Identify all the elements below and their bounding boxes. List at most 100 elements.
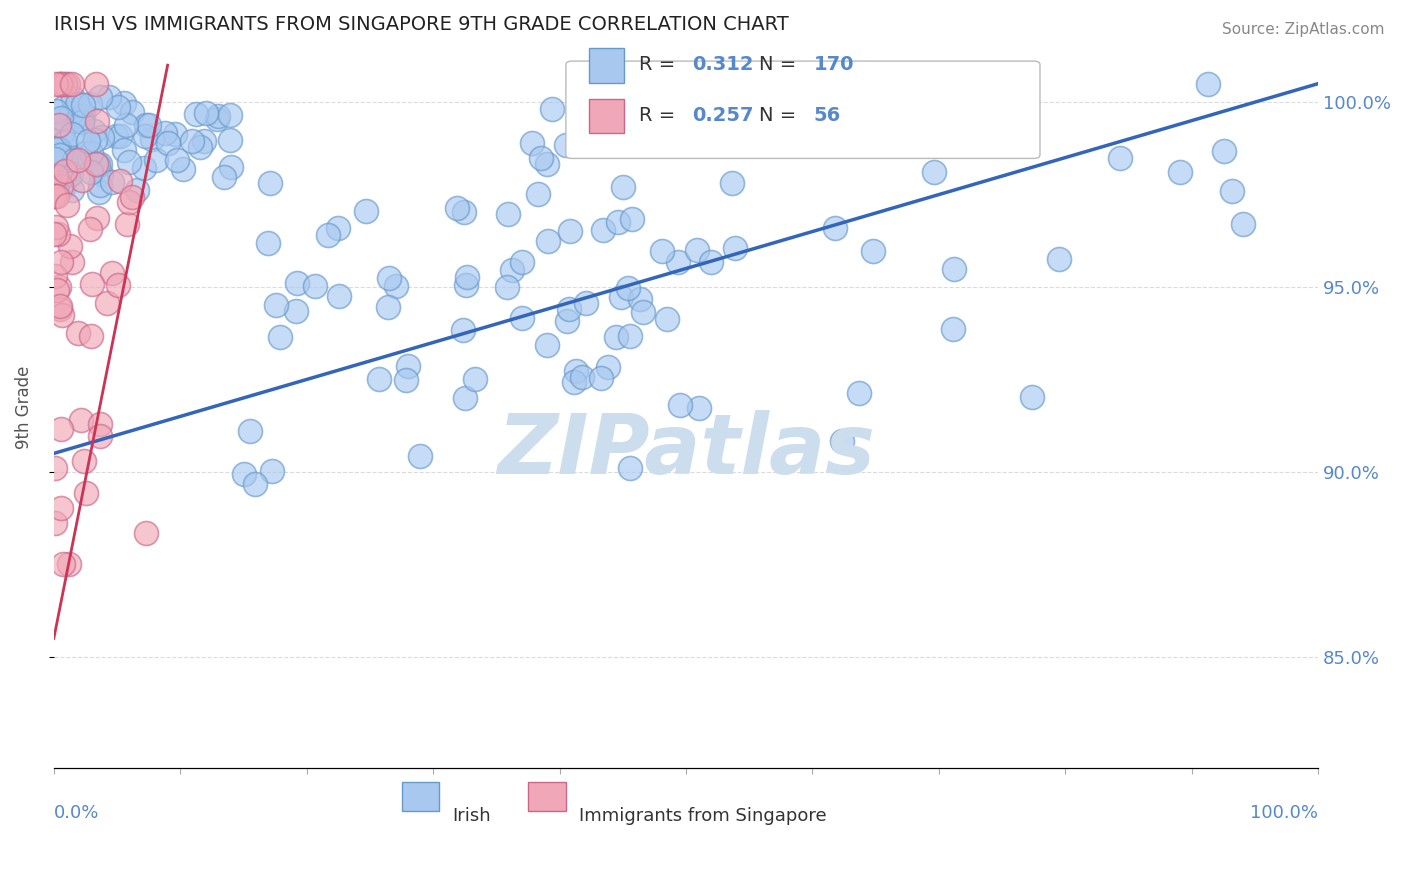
Point bbox=[86, 114, 108, 128]
Point bbox=[118, 194, 141, 209]
Point bbox=[530, 152, 553, 166]
Point bbox=[55, 153, 77, 168]
Point bbox=[101, 175, 124, 189]
Point bbox=[156, 136, 179, 150]
Point bbox=[62, 153, 84, 168]
Y-axis label: 9th Grade: 9th Grade bbox=[15, 366, 32, 449]
Point bbox=[1021, 390, 1043, 404]
Text: Immigrants from Singapore: Immigrants from Singapore bbox=[578, 807, 827, 825]
Point bbox=[166, 153, 188, 167]
Point bbox=[134, 525, 156, 540]
Point bbox=[606, 214, 628, 228]
Point bbox=[141, 132, 163, 146]
Point bbox=[848, 386, 870, 401]
Point bbox=[1197, 77, 1219, 91]
Point bbox=[285, 276, 308, 290]
Text: N =: N = bbox=[759, 105, 803, 125]
Point bbox=[562, 375, 585, 389]
Point bbox=[188, 140, 211, 154]
Point bbox=[134, 161, 156, 175]
Point bbox=[621, 212, 644, 227]
Point bbox=[44, 268, 66, 283]
Point bbox=[688, 401, 710, 416]
Point bbox=[60, 106, 83, 120]
Point bbox=[46, 283, 69, 297]
Point bbox=[107, 100, 129, 114]
Point bbox=[53, 178, 76, 193]
Point bbox=[45, 169, 67, 183]
Point bbox=[60, 167, 83, 181]
Point bbox=[172, 162, 194, 177]
Point bbox=[44, 460, 66, 475]
Point bbox=[49, 501, 72, 516]
Point bbox=[207, 109, 229, 123]
Point bbox=[45, 103, 67, 118]
Point bbox=[127, 183, 149, 197]
Point bbox=[42, 227, 65, 241]
Point bbox=[316, 227, 339, 242]
Point bbox=[44, 152, 66, 166]
Point bbox=[134, 129, 156, 144]
Point bbox=[114, 118, 136, 132]
Point bbox=[184, 107, 207, 121]
Point bbox=[617, 281, 640, 295]
Point bbox=[153, 126, 176, 140]
Text: 0.0%: 0.0% bbox=[53, 804, 100, 822]
Point bbox=[44, 516, 66, 531]
Point bbox=[46, 142, 69, 156]
Point bbox=[90, 129, 112, 144]
Text: R =: R = bbox=[640, 55, 682, 74]
Point bbox=[1213, 144, 1236, 158]
Point bbox=[367, 372, 389, 386]
Point bbox=[219, 133, 242, 147]
Point bbox=[72, 115, 94, 129]
Point bbox=[49, 77, 72, 91]
Point bbox=[89, 429, 111, 443]
Point bbox=[724, 242, 747, 256]
Point bbox=[145, 153, 167, 167]
Point bbox=[195, 105, 218, 120]
Point bbox=[72, 115, 94, 129]
Point bbox=[56, 77, 79, 91]
Point bbox=[79, 222, 101, 236]
Point bbox=[612, 180, 634, 194]
Point bbox=[558, 224, 581, 238]
Point bbox=[555, 137, 578, 152]
Point bbox=[84, 157, 107, 171]
Point bbox=[70, 173, 93, 187]
Point bbox=[536, 157, 558, 171]
Point bbox=[73, 145, 96, 160]
Point bbox=[269, 330, 291, 344]
Point bbox=[395, 373, 418, 387]
Point bbox=[51, 126, 73, 140]
Point bbox=[526, 186, 548, 201]
Point bbox=[496, 279, 519, 293]
Point bbox=[619, 461, 641, 475]
Point bbox=[765, 89, 787, 103]
Point bbox=[60, 255, 83, 269]
Text: 56: 56 bbox=[814, 105, 841, 125]
Point bbox=[49, 255, 72, 269]
Text: R =: R = bbox=[640, 105, 682, 125]
Point bbox=[60, 128, 83, 142]
Point bbox=[77, 134, 100, 148]
Point bbox=[80, 328, 103, 343]
Point bbox=[87, 158, 110, 172]
Point bbox=[51, 309, 73, 323]
Point bbox=[52, 558, 75, 572]
Point bbox=[219, 160, 242, 174]
Point bbox=[49, 178, 72, 193]
Point bbox=[907, 87, 929, 102]
Point bbox=[60, 77, 83, 91]
Point bbox=[66, 97, 89, 112]
Text: 0.312: 0.312 bbox=[692, 55, 754, 74]
Point bbox=[46, 188, 69, 202]
Point bbox=[1220, 184, 1243, 198]
Point bbox=[48, 227, 70, 241]
Point bbox=[510, 254, 533, 268]
Point bbox=[619, 329, 641, 343]
Point bbox=[165, 127, 187, 141]
Point bbox=[53, 167, 76, 181]
Point bbox=[284, 304, 307, 318]
Point bbox=[520, 136, 543, 151]
